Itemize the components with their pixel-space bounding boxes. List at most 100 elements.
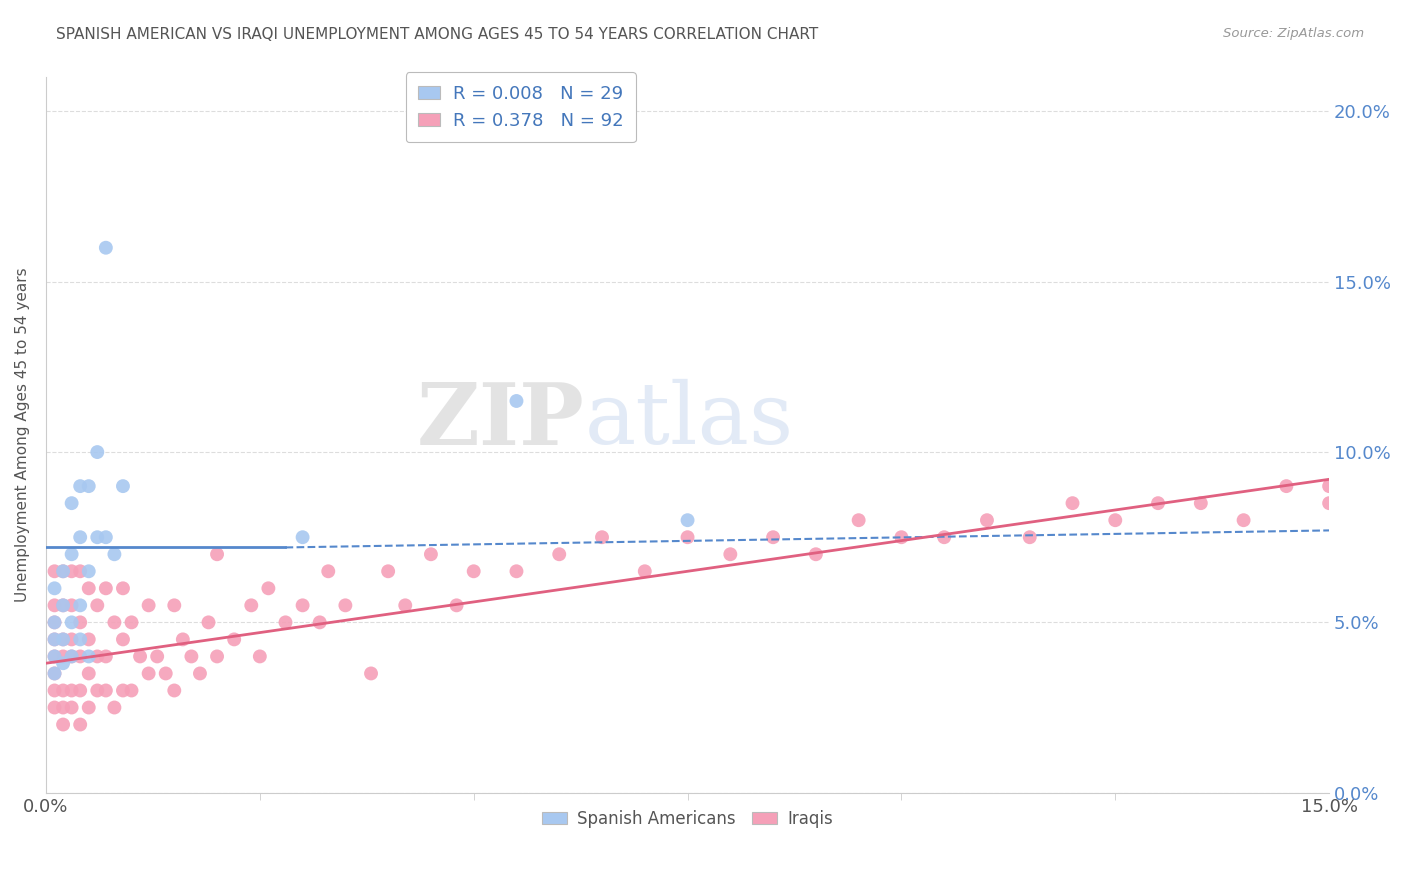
Point (60, 547, 83, 561)
Point (60, 632, 83, 647)
Point (129, 649, 152, 664)
Point (804, 547, 827, 561)
Point (316, 564, 339, 578)
Point (205, 649, 228, 664)
Point (52, 649, 75, 664)
Point (1189, 496, 1212, 510)
Point (44, 615, 66, 630)
Point (197, 615, 219, 630)
Point (86, 599, 108, 613)
Point (44, 649, 66, 664)
Point (77, 564, 100, 578)
Point (934, 530, 956, 544)
Point (103, 615, 125, 630)
Point (52, 683, 75, 698)
Point (94, 241, 117, 255)
Point (44, 615, 66, 630)
Point (69, 649, 91, 664)
Point (60, 599, 83, 613)
Point (718, 547, 741, 561)
Point (44, 564, 66, 578)
Point (69, 599, 91, 613)
Point (52, 632, 75, 647)
Point (308, 615, 330, 630)
Point (1104, 513, 1126, 527)
Point (44, 582, 66, 596)
Point (180, 649, 202, 664)
Point (360, 666, 382, 681)
Point (121, 615, 143, 630)
Point (274, 615, 297, 630)
Point (77, 632, 100, 647)
Point (505, 564, 527, 578)
Point (69, 564, 91, 578)
Point (291, 599, 314, 613)
Point (257, 582, 280, 596)
Point (591, 530, 613, 544)
Point (60, 615, 83, 630)
Point (394, 599, 416, 613)
Point (52, 632, 75, 647)
Point (94, 649, 117, 664)
Point (52, 717, 75, 731)
Point (60, 496, 83, 510)
Point (249, 649, 271, 664)
Point (52, 599, 75, 613)
Point (77, 479, 100, 493)
Point (77, 649, 100, 664)
Legend: Spanish Americans, Iraqis: Spanish Americans, Iraqis (536, 803, 839, 834)
Point (60, 700, 83, 714)
Point (69, 717, 91, 731)
Point (94, 582, 117, 596)
Point (77, 666, 100, 681)
Point (86, 445, 108, 459)
Point (52, 564, 75, 578)
Point (138, 599, 160, 613)
Point (86, 683, 108, 698)
Point (848, 513, 870, 527)
Point (976, 513, 998, 527)
Point (419, 547, 441, 561)
Point (44, 666, 66, 681)
Text: SPANISH AMERICAN VS IRAQI UNEMPLOYMENT AMONG AGES 45 TO 54 YEARS CORRELATION CHA: SPANISH AMERICAN VS IRAQI UNEMPLOYMENT A… (56, 27, 818, 42)
Point (52, 657, 75, 671)
Point (548, 547, 571, 561)
Point (163, 683, 186, 698)
Point (463, 564, 485, 578)
Point (44, 700, 66, 714)
Point (1062, 496, 1084, 510)
Point (60, 649, 83, 664)
Point (111, 582, 134, 596)
Point (77, 582, 100, 596)
Point (634, 564, 657, 578)
Text: ZIP: ZIP (418, 379, 585, 463)
Point (44, 666, 66, 681)
Point (44, 649, 66, 664)
Point (86, 649, 108, 664)
Point (163, 599, 186, 613)
Point (44, 632, 66, 647)
Text: atlas: atlas (585, 379, 794, 462)
Point (240, 599, 263, 613)
Point (1317, 479, 1340, 493)
Point (172, 632, 194, 647)
Point (44, 599, 66, 613)
Point (86, 530, 108, 544)
Point (44, 683, 66, 698)
Point (52, 700, 75, 714)
Point (77, 700, 100, 714)
Point (1232, 513, 1254, 527)
Point (69, 479, 91, 493)
Point (335, 599, 357, 613)
Point (52, 564, 75, 578)
Point (224, 632, 246, 647)
Point (94, 683, 117, 698)
Point (44, 632, 66, 647)
Point (676, 513, 699, 527)
Point (676, 530, 699, 544)
Point (1018, 530, 1040, 544)
Point (111, 479, 134, 493)
Point (69, 615, 91, 630)
Point (111, 632, 134, 647)
Point (103, 700, 125, 714)
